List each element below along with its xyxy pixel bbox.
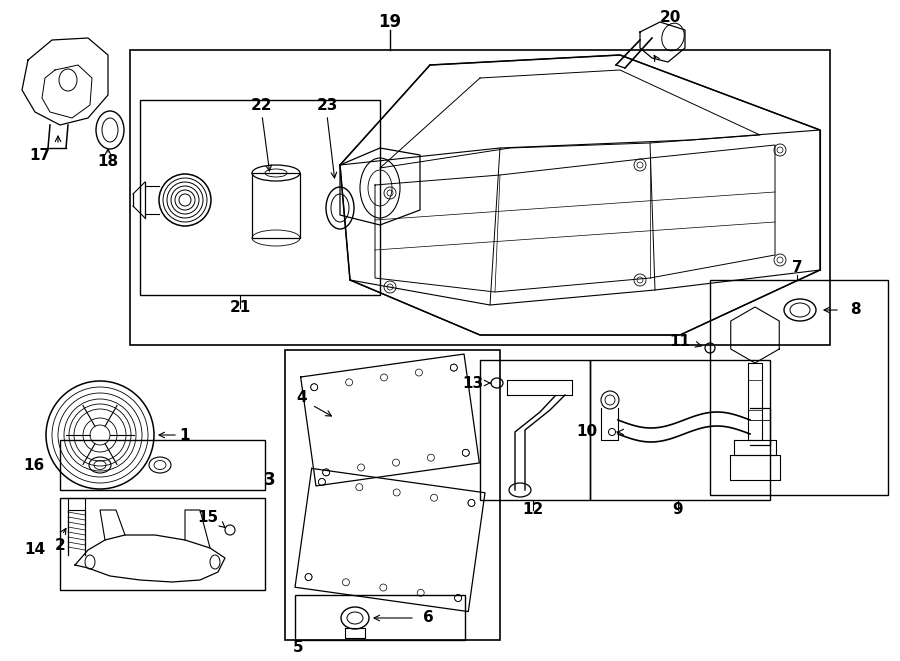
Text: 13: 13 — [462, 375, 483, 391]
Text: 9: 9 — [672, 502, 683, 518]
Bar — [295, 595, 465, 640]
Bar — [60, 440, 265, 490]
Text: 16: 16 — [23, 457, 45, 473]
Text: 19: 19 — [378, 13, 401, 31]
Bar — [285, 350, 500, 640]
Bar — [480, 360, 590, 500]
Text: 12: 12 — [522, 502, 544, 518]
Bar — [60, 498, 265, 590]
Bar — [590, 360, 770, 500]
Bar — [710, 280, 888, 495]
Text: 1: 1 — [180, 428, 190, 442]
Text: 3: 3 — [265, 471, 275, 489]
Text: 10: 10 — [576, 424, 597, 440]
Text: 21: 21 — [230, 301, 250, 315]
Text: 18: 18 — [97, 155, 119, 169]
Text: 7: 7 — [792, 260, 802, 276]
Text: 22: 22 — [251, 98, 273, 112]
Text: 4: 4 — [297, 391, 307, 405]
Text: 20: 20 — [660, 11, 680, 26]
Text: 8: 8 — [850, 303, 860, 317]
Bar — [140, 100, 380, 295]
Text: 17: 17 — [30, 147, 50, 163]
Text: 2: 2 — [55, 537, 66, 553]
Text: 14: 14 — [24, 543, 45, 557]
Text: 23: 23 — [316, 98, 338, 112]
Text: 6: 6 — [423, 611, 434, 625]
Text: 11: 11 — [669, 334, 690, 350]
Bar — [130, 50, 830, 345]
Text: 15: 15 — [197, 510, 218, 525]
Text: 5: 5 — [292, 641, 303, 656]
